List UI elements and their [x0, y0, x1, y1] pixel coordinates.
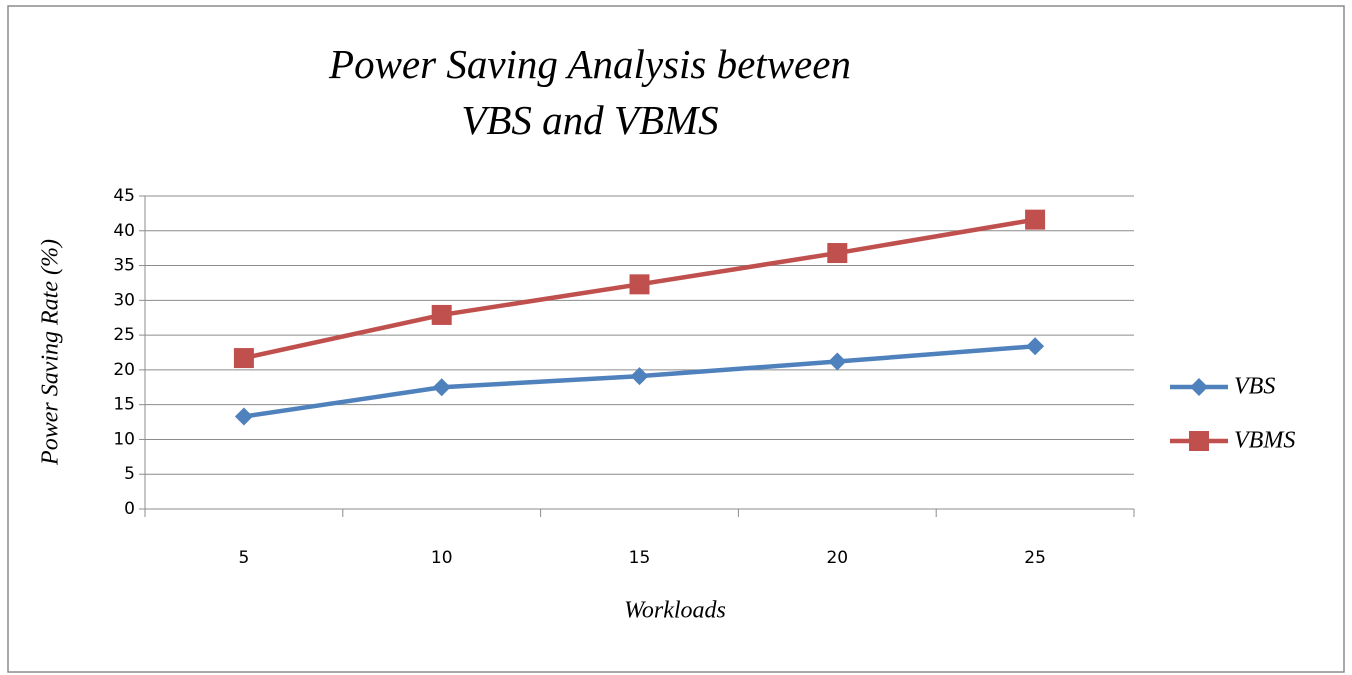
y-tick-label: 45	[113, 186, 135, 206]
y-tick-label: 30	[113, 290, 135, 310]
y-tick-label: 40	[113, 221, 135, 241]
y-axis-label: Power Saving Rate (%)	[38, 239, 64, 466]
square-marker	[431, 304, 452, 325]
diamond-marker	[1026, 337, 1045, 356]
diamond-marker	[630, 367, 649, 386]
square-marker	[1189, 431, 1209, 451]
square-marker	[827, 243, 848, 264]
x-axis-label: Workloads	[624, 598, 726, 624]
legend-label: VBMS	[1234, 428, 1295, 454]
square-marker	[1025, 209, 1046, 230]
y-tick-label: 0	[124, 499, 135, 519]
diamond-marker	[828, 352, 847, 371]
legend-label: VBS	[1234, 374, 1275, 400]
y-tick-label: 20	[113, 360, 135, 380]
x-tick-label: 15	[629, 548, 651, 568]
x-tick-label: 25	[1024, 548, 1046, 568]
square-marker	[233, 348, 254, 369]
y-tick-label: 15	[113, 395, 135, 415]
x-tick-label: 20	[826, 548, 848, 568]
y-tick-label: 5	[124, 464, 135, 484]
square-marker	[629, 274, 650, 295]
y-tick-label: 10	[113, 429, 135, 449]
diamond-marker	[234, 407, 253, 426]
y-tick-label: 35	[113, 256, 135, 276]
x-tick-label: 5	[238, 548, 249, 568]
chart-title: Power Saving Analysis between VBS and VB…	[329, 41, 851, 143]
chart-border	[7, 5, 1345, 673]
diamond-marker	[1190, 378, 1208, 396]
diamond-marker	[432, 378, 451, 397]
x-tick-label: 10	[431, 548, 453, 568]
y-tick-label: 25	[113, 325, 135, 345]
